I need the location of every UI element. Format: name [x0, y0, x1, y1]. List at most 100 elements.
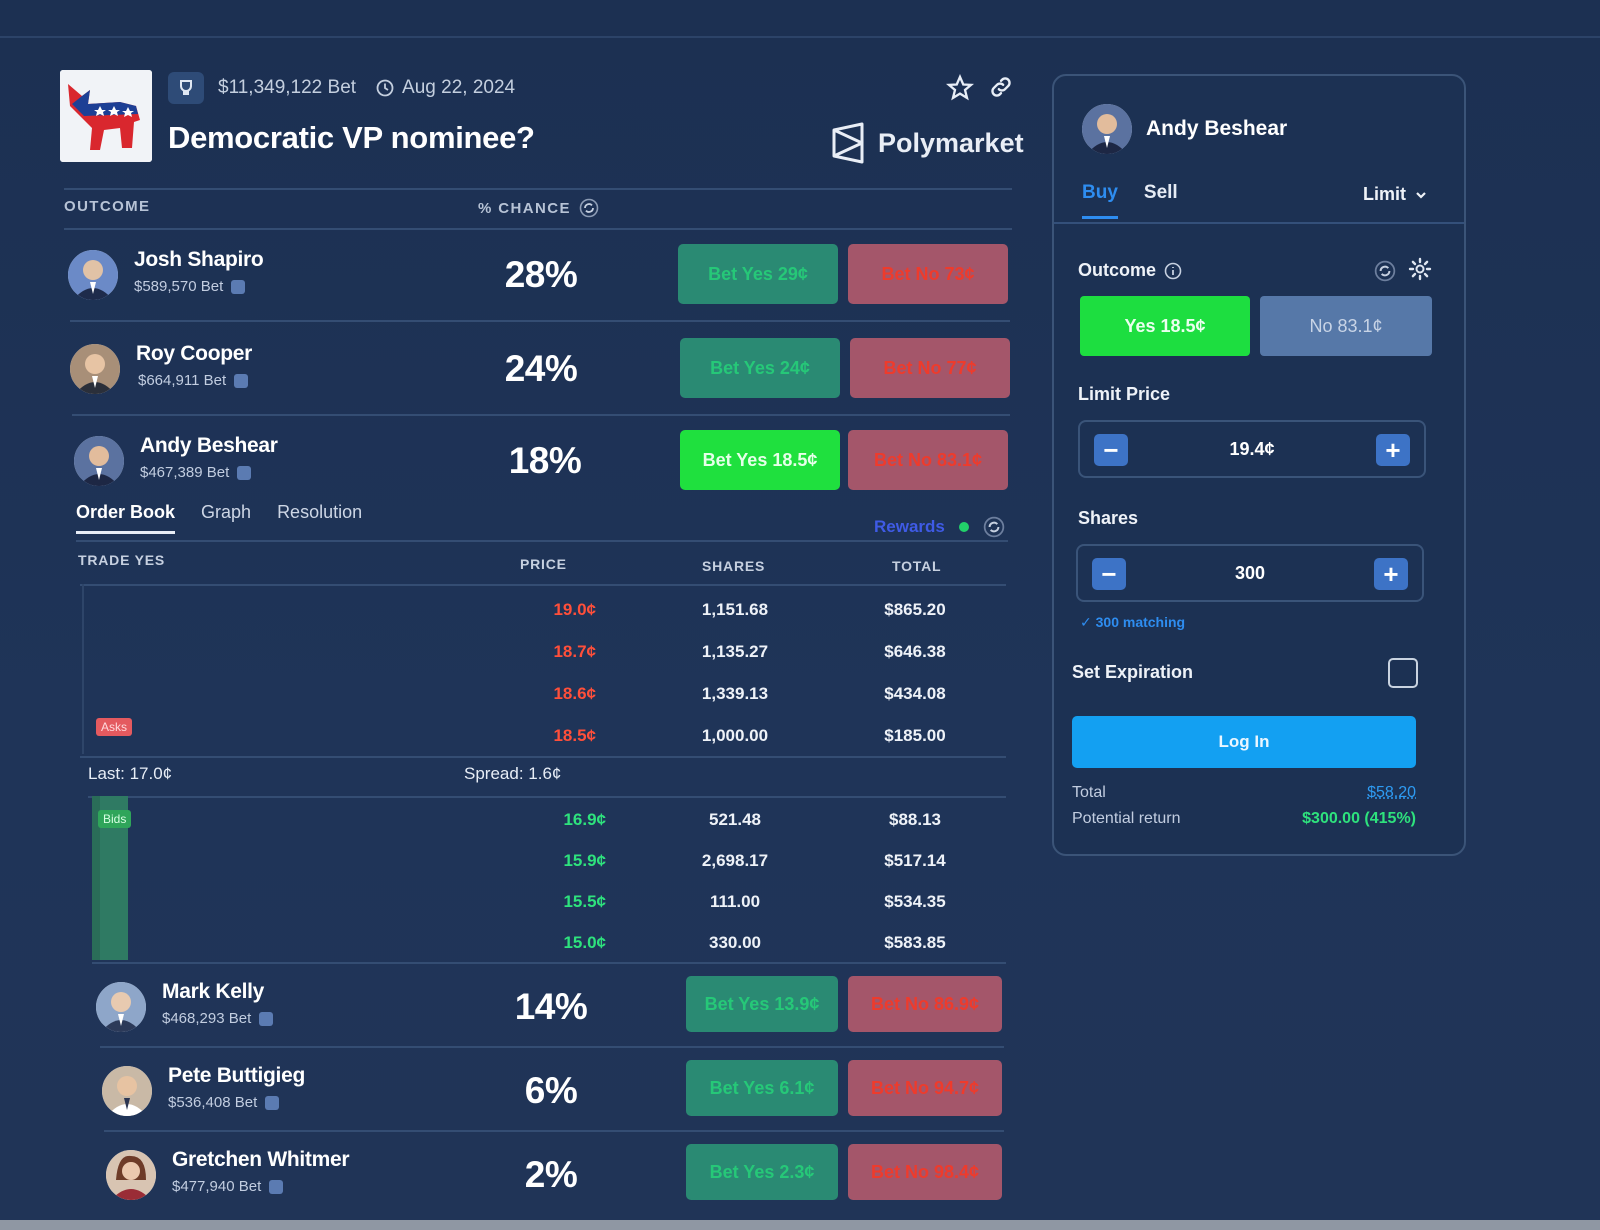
tab-sell[interactable]: Sell — [1143, 182, 1178, 203]
trade-side-header: TRADE YES — [78, 552, 166, 568]
bet-yes-button[interactable]: Bet Yes 13.9¢ — [686, 976, 838, 1032]
bet-no-button[interactable]: Bet No 94.7¢ — [848, 1060, 1002, 1116]
bet-yes-button[interactable]: Bet Yes 24¢ — [680, 338, 840, 398]
total-header: TOTAL — [892, 558, 942, 574]
refresh-icon[interactable] — [983, 516, 1005, 538]
set-expiration-label: Set Expiration — [1072, 662, 1194, 682]
bid-row[interactable]: 15.9¢ 2,698.17 $517.14 — [80, 839, 1006, 881]
limit-price-increment-button[interactable]: + — [1376, 434, 1410, 466]
ask-shares: 1,339.13 — [701, 684, 769, 703]
avatar — [70, 344, 120, 394]
limit-price-decrement-button[interactable]: − — [1094, 434, 1128, 466]
ask-shares: 1,151.68 — [701, 600, 769, 619]
refresh-icon[interactable] — [1374, 260, 1396, 282]
spread-value: Spread: 1.6¢ — [464, 764, 562, 783]
shares-stepper: − 300 + — [1076, 544, 1424, 602]
outcome-yes-button[interactable]: Yes 18.5¢ — [1080, 296, 1250, 356]
shares-decrement-button[interactable]: − — [1092, 558, 1126, 590]
ask-price: 18.6¢ — [553, 684, 596, 703]
potential-return-value: $300.00 (415%) — [1302, 810, 1416, 827]
outcome-row[interactable]: Mark Kelly $468,293 Bet 14% Bet Yes 13.9… — [94, 962, 1004, 1054]
info-icon[interactable] — [1164, 262, 1182, 280]
outcome-row[interactable]: Gretchen Whitmer $477,940 Bet 2% Bet Yes… — [104, 1130, 1004, 1222]
bid-row[interactable]: 15.0¢ 330.00 $583.85 — [80, 921, 1006, 963]
outcome-row-selected[interactable]: Andy Beshear $467,389 Bet 18% Bet Yes 18… — [66, 416, 1012, 508]
row-divider — [72, 414, 1010, 416]
candidate-name[interactable]: Gretchen Whitmer — [172, 1148, 350, 1171]
column-header-divider — [64, 228, 1012, 230]
log-in-button[interactable]: Log In — [1072, 716, 1416, 768]
democrat-logo — [60, 70, 152, 162]
rewards-indicator[interactable]: Rewards — [874, 516, 1005, 538]
ask-row[interactable]: 18.6¢ 1,339.13 $434.08 — [80, 672, 1006, 714]
shares-label: Shares — [1078, 508, 1139, 528]
bet-yes-button[interactable]: Bet Yes 2.3¢ — [686, 1144, 838, 1200]
ask-total: $865.20 — [884, 600, 946, 619]
ask-price: 19.0¢ — [553, 600, 596, 619]
total-row: Total $58.20 — [1072, 784, 1416, 802]
ask-row[interactable]: 18.5¢ 1,000.00 $185.00 — [80, 714, 1006, 756]
bet-no-button[interactable]: Bet No 98.4¢ — [848, 1144, 1002, 1200]
outcome-no-button[interactable]: No 83.1¢ — [1260, 296, 1432, 356]
set-expiration-checkbox[interactable] — [1388, 658, 1418, 688]
outcome-row[interactable]: Pete Buttigieg $536,408 Bet 6% Bet Yes 6… — [100, 1046, 1004, 1138]
volume-text: $589,570 Bet — [134, 278, 224, 295]
candidate-volume: $589,570 Bet — [134, 278, 246, 295]
chance-column-label: % CHANCE — [478, 199, 571, 217]
volume-text: $468,293 Bet — [162, 1010, 252, 1027]
tab-buy[interactable]: Buy — [1082, 182, 1118, 219]
tab-resolution[interactable]: Resolution — [277, 502, 363, 522]
bid-row[interactable]: 15.5¢ 111.00 $534.35 — [80, 880, 1006, 922]
bet-yes-button[interactable]: Bet Yes 6.1¢ — [686, 1060, 838, 1116]
buy-sell-toggle: Buy Sell — [1082, 182, 1178, 219]
outcome-row[interactable]: Roy Cooper $664,911 Bet 24% Bet Yes 24¢ … — [66, 324, 1012, 416]
limit-price-input[interactable]: 19.4¢ — [1229, 439, 1275, 459]
bid-price: 15.5¢ — [563, 892, 606, 911]
rewards-label: Rewards — [874, 517, 945, 536]
orderbook-header-divider — [80, 584, 1006, 586]
star-icon[interactable] — [946, 74, 974, 102]
tab-order-book[interactable]: Order Book — [76, 502, 176, 534]
market-meta: $11,349,122 Bet Aug 22, 2024 — [168, 70, 515, 106]
bid-shares: 521.48 — [709, 810, 761, 829]
bet-no-button[interactable]: Bet No 86.9¢ — [848, 976, 1002, 1032]
ask-row[interactable]: 18.7¢ 1,135.27 $646.38 — [80, 630, 1006, 672]
candidate-name[interactable]: Andy Beshear — [140, 434, 278, 457]
chance-value: 24% — [504, 348, 578, 389]
bet-yes-button[interactable]: Bet Yes 29¢ — [678, 244, 838, 304]
volume-text: $467,389 Bet — [140, 464, 230, 481]
candidate-name[interactable]: Pete Buttigieg — [168, 1064, 305, 1087]
refresh-icon[interactable] — [579, 198, 599, 218]
bid-total: $88.13 — [889, 810, 941, 829]
gift-icon — [259, 1011, 274, 1026]
bet-no-button[interactable]: Bet No 77¢ — [850, 338, 1010, 398]
bet-no-button[interactable]: Bet No 73¢ — [848, 244, 1008, 304]
outcome-row[interactable]: Josh Shapiro $589,570 Bet 28% Bet Yes 29… — [66, 230, 1012, 322]
shares-increment-button[interactable]: + — [1374, 558, 1408, 590]
link-icon[interactable] — [988, 74, 1014, 100]
bet-no-button[interactable]: Bet No 83.1¢ — [848, 430, 1008, 490]
chance-value: 6% — [524, 1070, 578, 1111]
bet-yes-button-active[interactable]: Bet Yes 18.5¢ — [680, 430, 840, 490]
top-divider — [0, 36, 1600, 38]
shares-input[interactable]: 300 — [1234, 563, 1266, 583]
ask-total: $434.08 — [884, 684, 946, 703]
tab-graph[interactable]: Graph — [201, 502, 252, 522]
candidate-name[interactable]: Roy Cooper — [136, 342, 253, 365]
screen-bezel — [0, 1220, 1600, 1230]
candidate-name[interactable]: Mark Kelly — [162, 980, 265, 1003]
candidate-volume: $468,293 Bet — [162, 1010, 274, 1027]
bid-row[interactable]: 16.9¢ 521.48 $88.13 — [80, 798, 1006, 840]
settings-gear-icon[interactable] — [1408, 257, 1432, 281]
last-price: Last: 17.0¢ — [88, 764, 173, 783]
chance-value: 28% — [504, 254, 578, 295]
ask-row[interactable]: 19.0¢ 1,151.68 $865.20 — [80, 588, 1006, 630]
ask-total: $185.00 — [884, 726, 946, 745]
market-end-date: Aug 22, 2024 — [402, 77, 516, 98]
selected-candidate-name: Andy Beshear — [1146, 117, 1288, 140]
bid-price: 15.9¢ — [563, 851, 606, 870]
candidate-name[interactable]: Josh Shapiro — [134, 248, 264, 271]
asks-tag: Asks — [96, 718, 133, 736]
order-type-dropdown[interactable]: Limit — [1363, 184, 1428, 205]
outcome-column-header: OUTCOME — [64, 198, 151, 215]
